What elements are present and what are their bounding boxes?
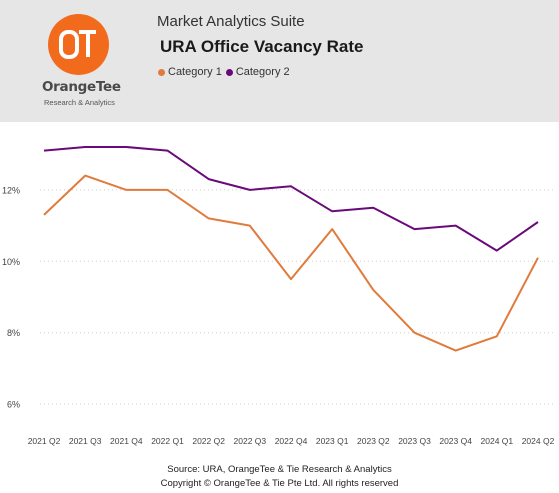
legend-swatch-icon xyxy=(158,68,165,76)
logo-wordmark: OrangeTee xyxy=(42,79,121,95)
legend-item-category-2[interactable]: Category 2 xyxy=(225,66,290,78)
y-tick-label: 8% xyxy=(7,328,20,338)
series-line-category-2 xyxy=(43,146,539,252)
x-tick-label: 2023 Q4 xyxy=(439,436,472,446)
legend-label: Category 2 xyxy=(235,66,290,78)
x-tick-label: 2022 Q3 xyxy=(234,436,267,446)
x-tick-label: 2023 Q2 xyxy=(357,436,390,446)
chart-title: URA Office Vacancy Rate xyxy=(160,37,364,56)
x-tick-label: 2023 Q1 xyxy=(316,436,349,446)
report-header: OrangeTee Research & Analytics Market An… xyxy=(0,0,559,122)
x-tick-label: 2021 Q4 xyxy=(110,436,143,446)
y-tick-label: 6% xyxy=(7,400,20,410)
chart-legend: Category 1 Category 2 xyxy=(158,66,294,78)
x-tick-label: 2023 Q3 xyxy=(398,436,431,446)
series-line-category-1 xyxy=(43,174,539,352)
x-tick-label: 2021 Q2 xyxy=(28,436,61,446)
x-tick-label: 2022 Q2 xyxy=(192,436,225,446)
x-tick-label: 2022 Q1 xyxy=(151,436,184,446)
y-tick-label: 10% xyxy=(2,257,20,267)
x-tick-label: 2021 Q3 xyxy=(69,436,102,446)
x-tick-label: 2024 Q2 xyxy=(522,436,555,446)
suite-title: Market Analytics Suite xyxy=(157,13,305,30)
logo-tagline: Research & Analytics xyxy=(44,98,115,107)
x-tick-label: 2024 Q1 xyxy=(481,436,514,446)
legend-item-category-1[interactable]: Category 1 xyxy=(158,66,222,78)
logo-mark-icon xyxy=(59,30,96,59)
legend-label: Category 1 xyxy=(168,66,222,78)
orangetee-logo-icon xyxy=(48,14,109,75)
copyright-note: Copyright © OrangeTee & Tie Pte Ltd. All… xyxy=(160,478,399,489)
legend-swatch-icon xyxy=(225,68,233,76)
x-tick-label: 2022 Q4 xyxy=(275,436,308,446)
line-chart: 6% 8% 10% 12% 2021 Q2 2021 Q3 2021 Q4 2022 Q1 20… xyxy=(2,146,555,446)
y-tick-label: 12% xyxy=(2,185,20,195)
source-note: Source: URA, OrangeTee & Tie Research & … xyxy=(167,464,392,475)
